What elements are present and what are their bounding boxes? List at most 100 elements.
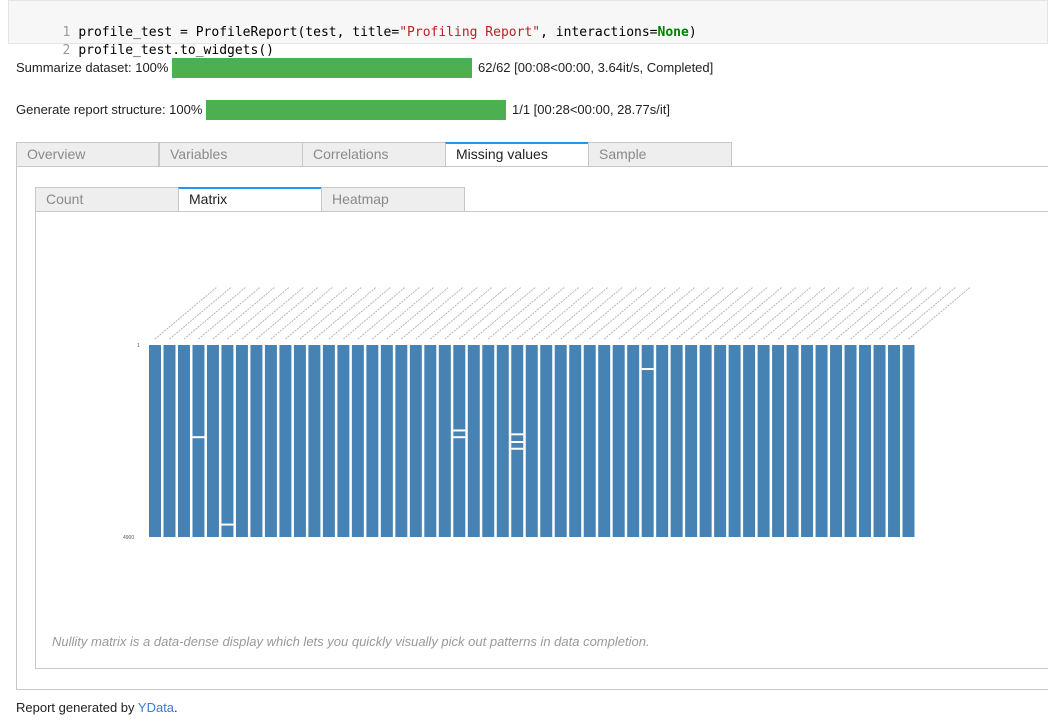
matrix-column <box>699 345 712 537</box>
tab-correlations[interactable]: Correlations <box>302 142 446 167</box>
column-label <box>299 286 363 340</box>
progress-label: Summarize dataset: 100% <box>16 60 169 75</box>
code-line-1: 1 profile_test = ProfileReport(test, titl… <box>9 6 696 40</box>
row-start-label: 1 <box>137 343 140 349</box>
matrix-column <box>438 345 451 537</box>
column-label <box>473 286 537 340</box>
matrix-column <box>235 345 248 537</box>
nullity-matrix: 1 4900 <box>123 286 971 541</box>
matrix-column <box>467 345 480 537</box>
matrix-column <box>380 345 393 537</box>
missing-value-mark <box>511 433 524 436</box>
matrix-column <box>786 345 799 537</box>
matrix-column <box>221 345 234 537</box>
column-label <box>850 286 913 340</box>
column-label <box>719 286 783 340</box>
column-label <box>690 286 754 340</box>
column-label <box>516 286 580 340</box>
ydata-link[interactable]: YData <box>137 700 175 715</box>
subtab-count[interactable]: Count <box>35 187 179 212</box>
matrix-column <box>250 345 263 537</box>
tab-sample[interactable]: Sample <box>588 142 732 167</box>
missing-value-mark <box>221 523 234 526</box>
column-label <box>603 286 667 340</box>
column-label <box>487 286 551 340</box>
matrix-column <box>902 345 915 537</box>
matrix-column <box>293 345 306 537</box>
missing-values-panel: Count Matrix Heatmap 1 4900 Nullity matri… <box>16 166 1048 690</box>
matrix-column <box>670 345 683 537</box>
tab-overview[interactable]: Overview <box>16 142 159 167</box>
row-end-label: 4900 <box>123 535 134 541</box>
matrix-column <box>815 345 828 537</box>
matrix-column <box>685 345 698 537</box>
column-label <box>458 286 522 340</box>
matrix-column <box>757 345 770 537</box>
progress-bar <box>172 58 472 78</box>
matrix-column <box>525 345 538 537</box>
matrix-column <box>496 345 509 537</box>
progress-fill <box>206 100 506 120</box>
matrix-column <box>598 345 611 537</box>
column-label <box>372 286 435 340</box>
tab-missing-values[interactable]: Missing values <box>445 142 589 167</box>
matrix-column <box>453 345 466 537</box>
code-cell[interactable]: 1 profile_test = ProfileReport(test, titl… <box>8 0 1048 58</box>
column-label <box>154 286 218 340</box>
column-label <box>343 286 406 340</box>
missing-value-mark <box>641 368 654 371</box>
column-label <box>357 286 421 340</box>
progress-label: Generate report structure: 100% <box>16 102 203 117</box>
matrix-column <box>264 345 277 537</box>
column-label <box>545 286 609 340</box>
column-label <box>574 286 638 340</box>
matrix-column <box>743 345 756 537</box>
progress-report-structure: Generate report structure: 100% 1/1 [00:… <box>16 100 1016 120</box>
report-footer: Report generated by YData. <box>16 700 178 715</box>
code-line-2: 2 profile_test.to_widgets() <box>9 24 274 58</box>
matrix-column <box>177 345 190 537</box>
column-label <box>734 286 797 340</box>
matrix-column <box>714 345 727 537</box>
matrix-column <box>279 345 292 537</box>
matrix-column <box>395 345 408 537</box>
column-label <box>227 286 290 340</box>
tab-variables[interactable]: Variables <box>159 142 303 167</box>
missing-value-mark <box>453 436 466 439</box>
matrix-column <box>308 345 321 537</box>
matrix-column <box>351 345 364 537</box>
column-label <box>502 286 566 340</box>
column-label <box>661 286 725 340</box>
matrix-column <box>728 345 741 537</box>
column-label <box>256 286 319 340</box>
matrix-column <box>540 345 553 537</box>
column-label <box>328 286 392 340</box>
column-label <box>241 286 305 340</box>
column-label <box>429 286 493 340</box>
matrix-column <box>322 345 335 537</box>
column-label <box>705 286 768 340</box>
column-label <box>560 286 624 340</box>
line-number: 1 <box>62 25 71 40</box>
subtab-matrix[interactable]: Matrix <box>178 187 322 212</box>
line-number: 2 <box>62 43 71 58</box>
matrix-column <box>424 345 437 537</box>
column-label <box>212 286 276 340</box>
progress-bar <box>206 100 506 120</box>
column-label <box>879 286 942 340</box>
column-label <box>647 286 710 340</box>
matrix-column <box>830 345 843 537</box>
matrix-column <box>641 345 654 537</box>
column-label <box>821 286 884 340</box>
subtab-heatmap[interactable]: Heatmap <box>321 187 465 212</box>
progress-fill <box>172 58 472 78</box>
matrix-column <box>206 345 219 537</box>
matrix-column <box>163 345 176 537</box>
column-label <box>531 286 595 340</box>
column-label <box>908 286 971 340</box>
column-label <box>183 286 247 340</box>
column-label <box>893 286 957 340</box>
column-label <box>763 286 826 340</box>
missing-value-mark <box>511 441 524 443</box>
matrix-column <box>192 345 205 537</box>
